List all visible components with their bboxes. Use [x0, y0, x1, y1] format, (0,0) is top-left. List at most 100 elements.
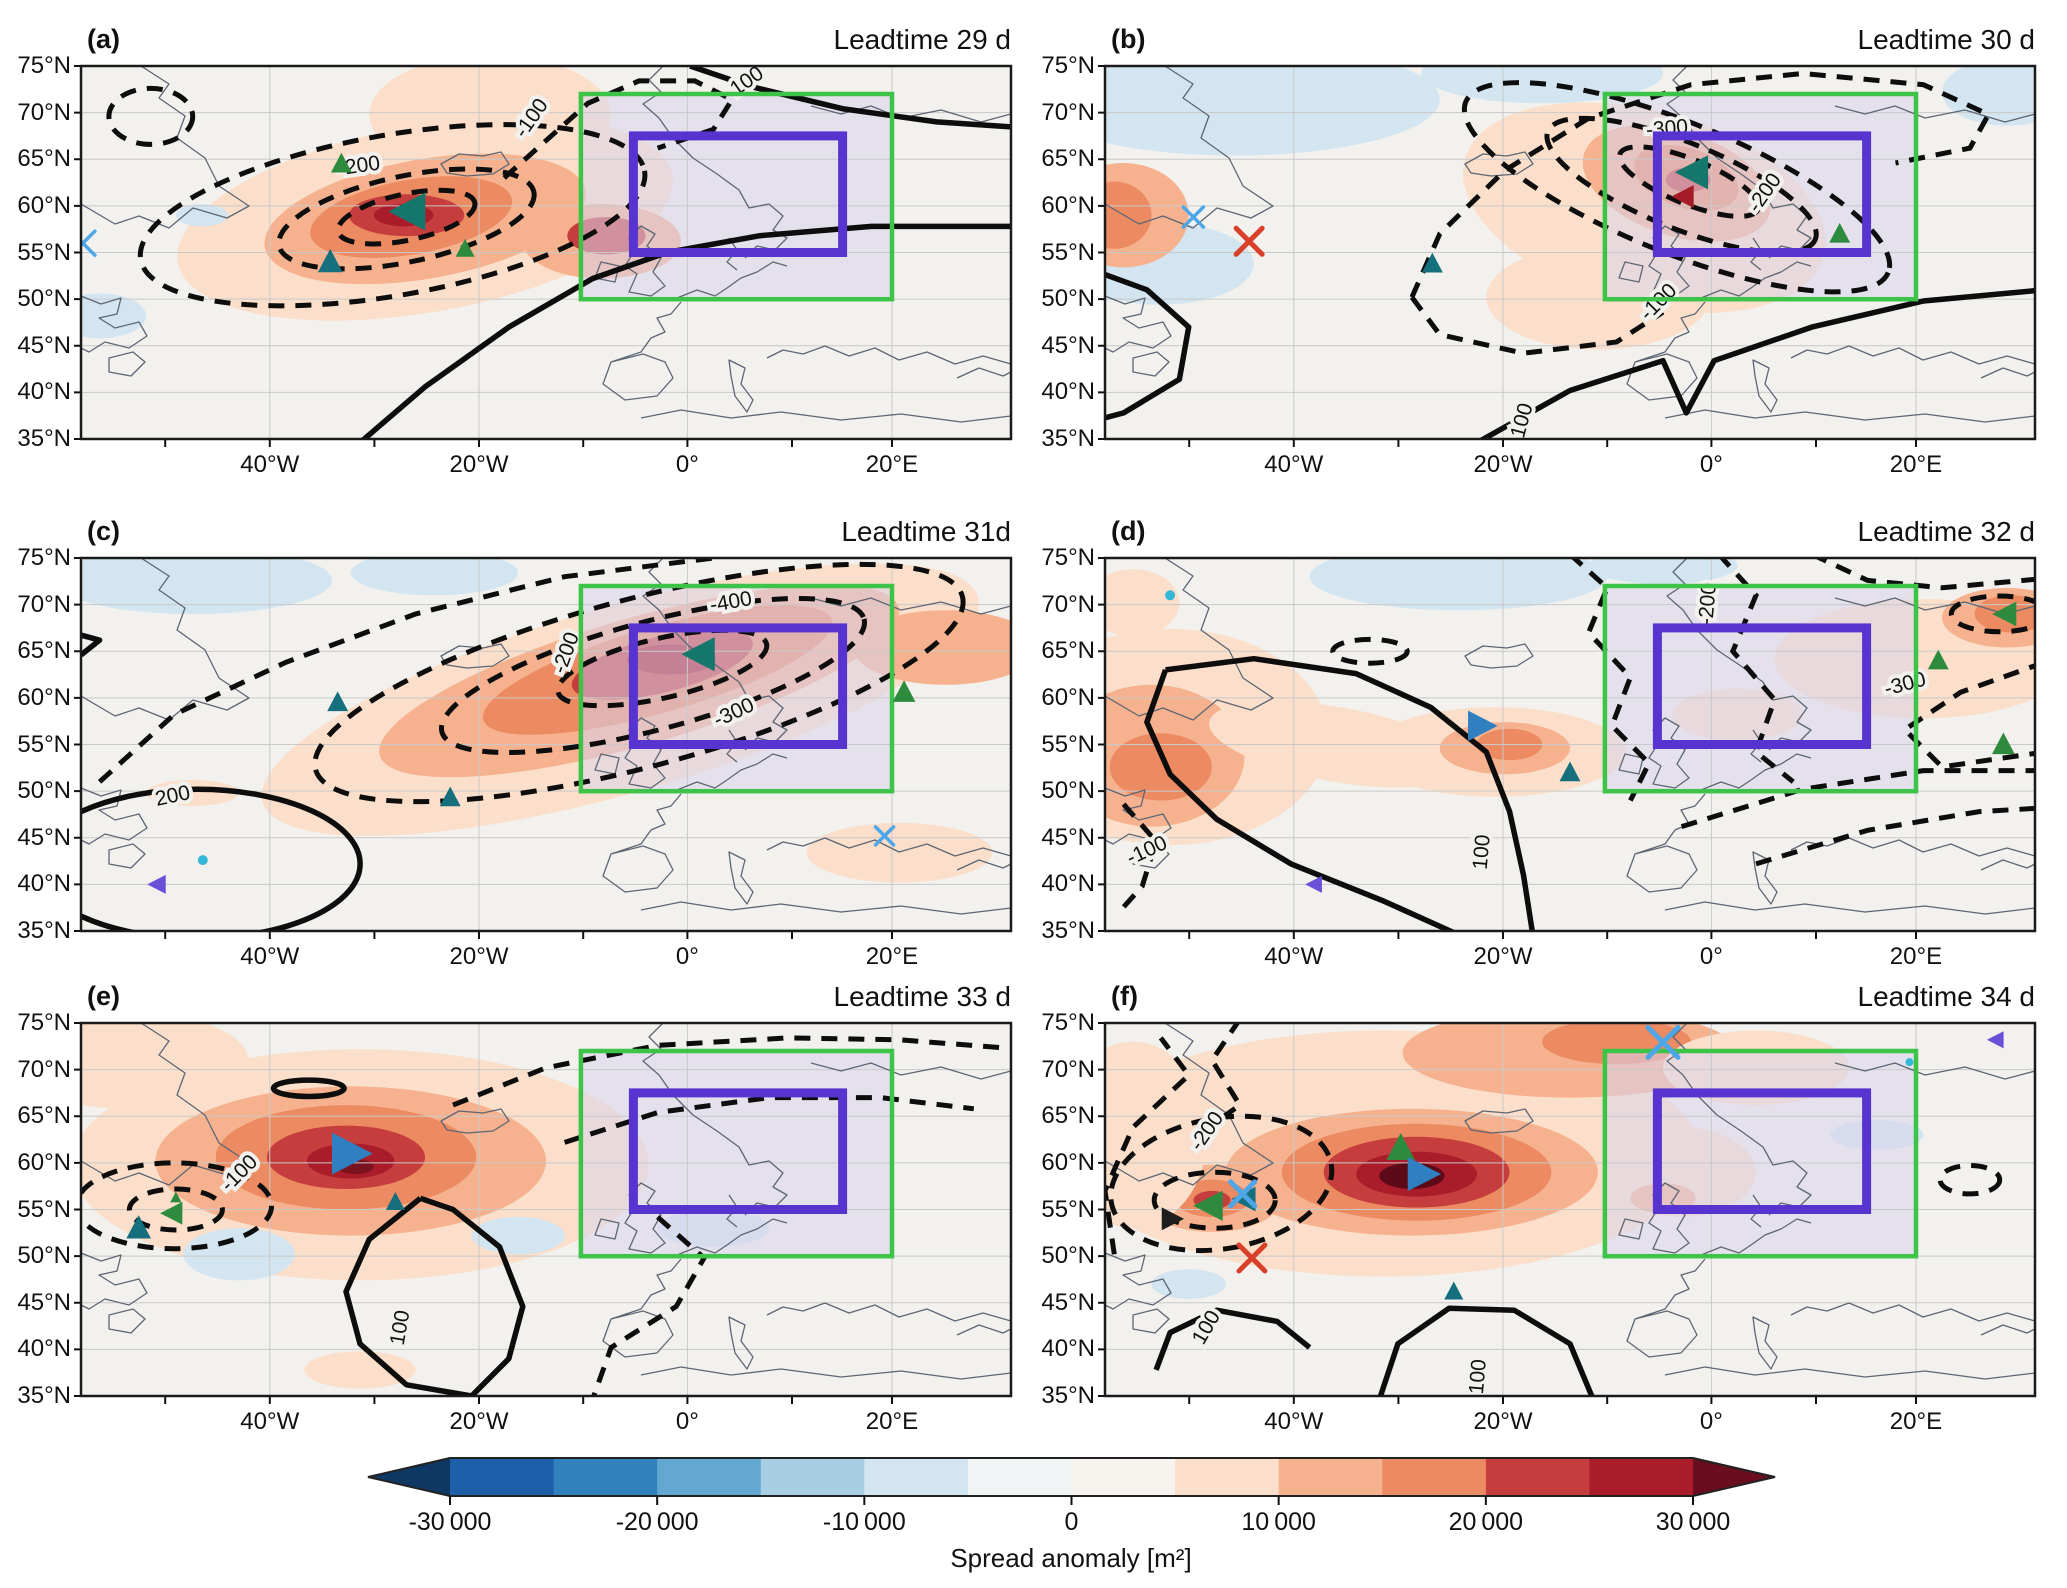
- purple-region-box: [1652, 623, 1872, 749]
- coastline: [1666, 66, 1812, 259]
- marker-X-icon: [1645, 1024, 1681, 1060]
- lat-tick-label: 50°N: [1041, 1242, 1095, 1270]
- colorbar-label: Spread anomaly [m²]: [950, 1543, 1192, 1573]
- negative-contour: [276, 166, 537, 272]
- marker-tr-icon: [332, 1132, 373, 1175]
- colorbar-tick-label: -20 000: [616, 1508, 699, 1536]
- marker-tu-icon: [455, 238, 475, 257]
- colorbar-segment: [657, 1458, 762, 1496]
- negative-contour: [137, 122, 648, 309]
- coastline: [1664, 1366, 2035, 1380]
- colorbar-tick-label: -30 000: [409, 1508, 492, 1536]
- lat-tick-label: 75°N: [17, 52, 71, 79]
- lon-tick-label: 20°W: [1473, 451, 1533, 478]
- anomaly-blob: [183, 1228, 295, 1281]
- coastline: [602, 1258, 682, 1358]
- lat-tick-label: 35°N: [17, 1382, 71, 1409]
- lat-tick-label: 70°N: [17, 1055, 71, 1083]
- coastline: [108, 843, 146, 869]
- panel-title-(e): Leadtime 33 d: [833, 981, 1011, 1012]
- colorbar-segment: [1175, 1458, 1280, 1496]
- marker-X-icon: [1233, 225, 1265, 257]
- lat-tick-label: 45°N: [17, 1288, 71, 1316]
- negative-contour: [438, 596, 868, 755]
- coastline: [640, 1366, 1011, 1380]
- marker-dot-icon: [1905, 1058, 1914, 1067]
- colorbar-under-arrow: [368, 1458, 450, 1496]
- green-region-box: [1602, 583, 1919, 794]
- coastline: [956, 859, 1011, 871]
- marker-X-icon: [1228, 1179, 1258, 1209]
- coastline: [766, 837, 1011, 857]
- coastline: [728, 851, 754, 905]
- negative-contour: [312, 561, 966, 805]
- green-region-box: [1602, 91, 1919, 302]
- lat-tick-label: 70°N: [1041, 98, 1095, 126]
- colorbar-segment: [864, 1458, 969, 1496]
- marker-X-icon: [1236, 1242, 1268, 1274]
- lat-tick-label: 75°N: [1041, 1009, 1095, 1036]
- lat-tick-label: 70°N: [1041, 590, 1095, 618]
- negative-contour: [1718, 558, 1795, 784]
- anomaly-blob: [1105, 181, 1152, 249]
- negative-contour: [1544, 115, 1819, 255]
- negative-contour: [1108, 1113, 1335, 1254]
- coastline: [81, 295, 148, 353]
- marker-dot-icon: [197, 855, 208, 866]
- coastline: [1105, 66, 1274, 229]
- negative-contour: [1755, 805, 2035, 867]
- lon-tick-label: 0°: [675, 1408, 699, 1435]
- coastline: [1980, 1324, 2035, 1336]
- lon-tick-label: 0°: [1699, 451, 1723, 478]
- colorbar-segment: [1589, 1458, 1694, 1496]
- coastline: [1132, 1308, 1170, 1334]
- coastline: [81, 1252, 148, 1310]
- positive-contour: [343, 1195, 526, 1396]
- marker-tl-icon: [1231, 1186, 1256, 1212]
- coastline: [108, 351, 146, 377]
- anomaly-blob: [1109, 733, 1212, 801]
- coastline: [642, 1023, 788, 1216]
- lat-tick-label: 75°N: [17, 544, 71, 571]
- colorbar-tick-label: 10 000: [1241, 1508, 1316, 1536]
- lat-tick-label: 40°N: [1041, 378, 1095, 406]
- positive-contour: [1377, 1305, 1595, 1396]
- lat-tick-label: 65°N: [17, 637, 71, 665]
- panel-title-(b): Leadtime 30 d: [1857, 24, 2035, 55]
- marker-tu-icon: [126, 1215, 152, 1239]
- colorbar-tick-label: 30 000: [1656, 1508, 1731, 1536]
- contour-label: 100: [1469, 834, 1495, 871]
- purple-region-box: [1652, 1088, 1872, 1214]
- negative-contour: [1900, 663, 2035, 770]
- negative-contour: [335, 187, 478, 247]
- colorbar-segment: [450, 1458, 555, 1496]
- lat-tick-label: 75°N: [1041, 544, 1095, 571]
- marker-tl-icon: [1671, 185, 1694, 208]
- marker-tl-icon: [681, 637, 715, 672]
- lat-tick-label: 40°N: [1041, 870, 1095, 898]
- negative-contour: [126, 1186, 225, 1233]
- anomaly-blob: [1942, 66, 2035, 126]
- lat-tick-label: 60°N: [1041, 1148, 1095, 1176]
- marker-tl-icon: [1992, 601, 2017, 627]
- anomaly-blob: [1105, 66, 1440, 156]
- lat-tick-label: 35°N: [17, 917, 71, 944]
- coastline: [602, 301, 682, 401]
- lat-tick-label: 40°N: [1041, 1335, 1095, 1363]
- lat-tick-label: 65°N: [17, 1102, 71, 1130]
- lon-tick-label: 40°W: [1264, 1408, 1324, 1435]
- negative-contour: [563, 1095, 975, 1145]
- coastline: [1626, 793, 1706, 893]
- coastline: [81, 66, 250, 229]
- colorbar-segment: [1382, 1458, 1487, 1496]
- lat-tick-label: 40°N: [17, 1335, 71, 1363]
- lat-tick-label: 50°N: [1041, 777, 1095, 805]
- panel-title-(f): Leadtime 34 d: [1857, 981, 2035, 1012]
- negative-contour: [106, 85, 196, 147]
- lat-tick-label: 70°N: [1041, 1055, 1095, 1083]
- marker-tu-icon: [1991, 732, 2015, 755]
- anomaly-blob: [175, 204, 228, 227]
